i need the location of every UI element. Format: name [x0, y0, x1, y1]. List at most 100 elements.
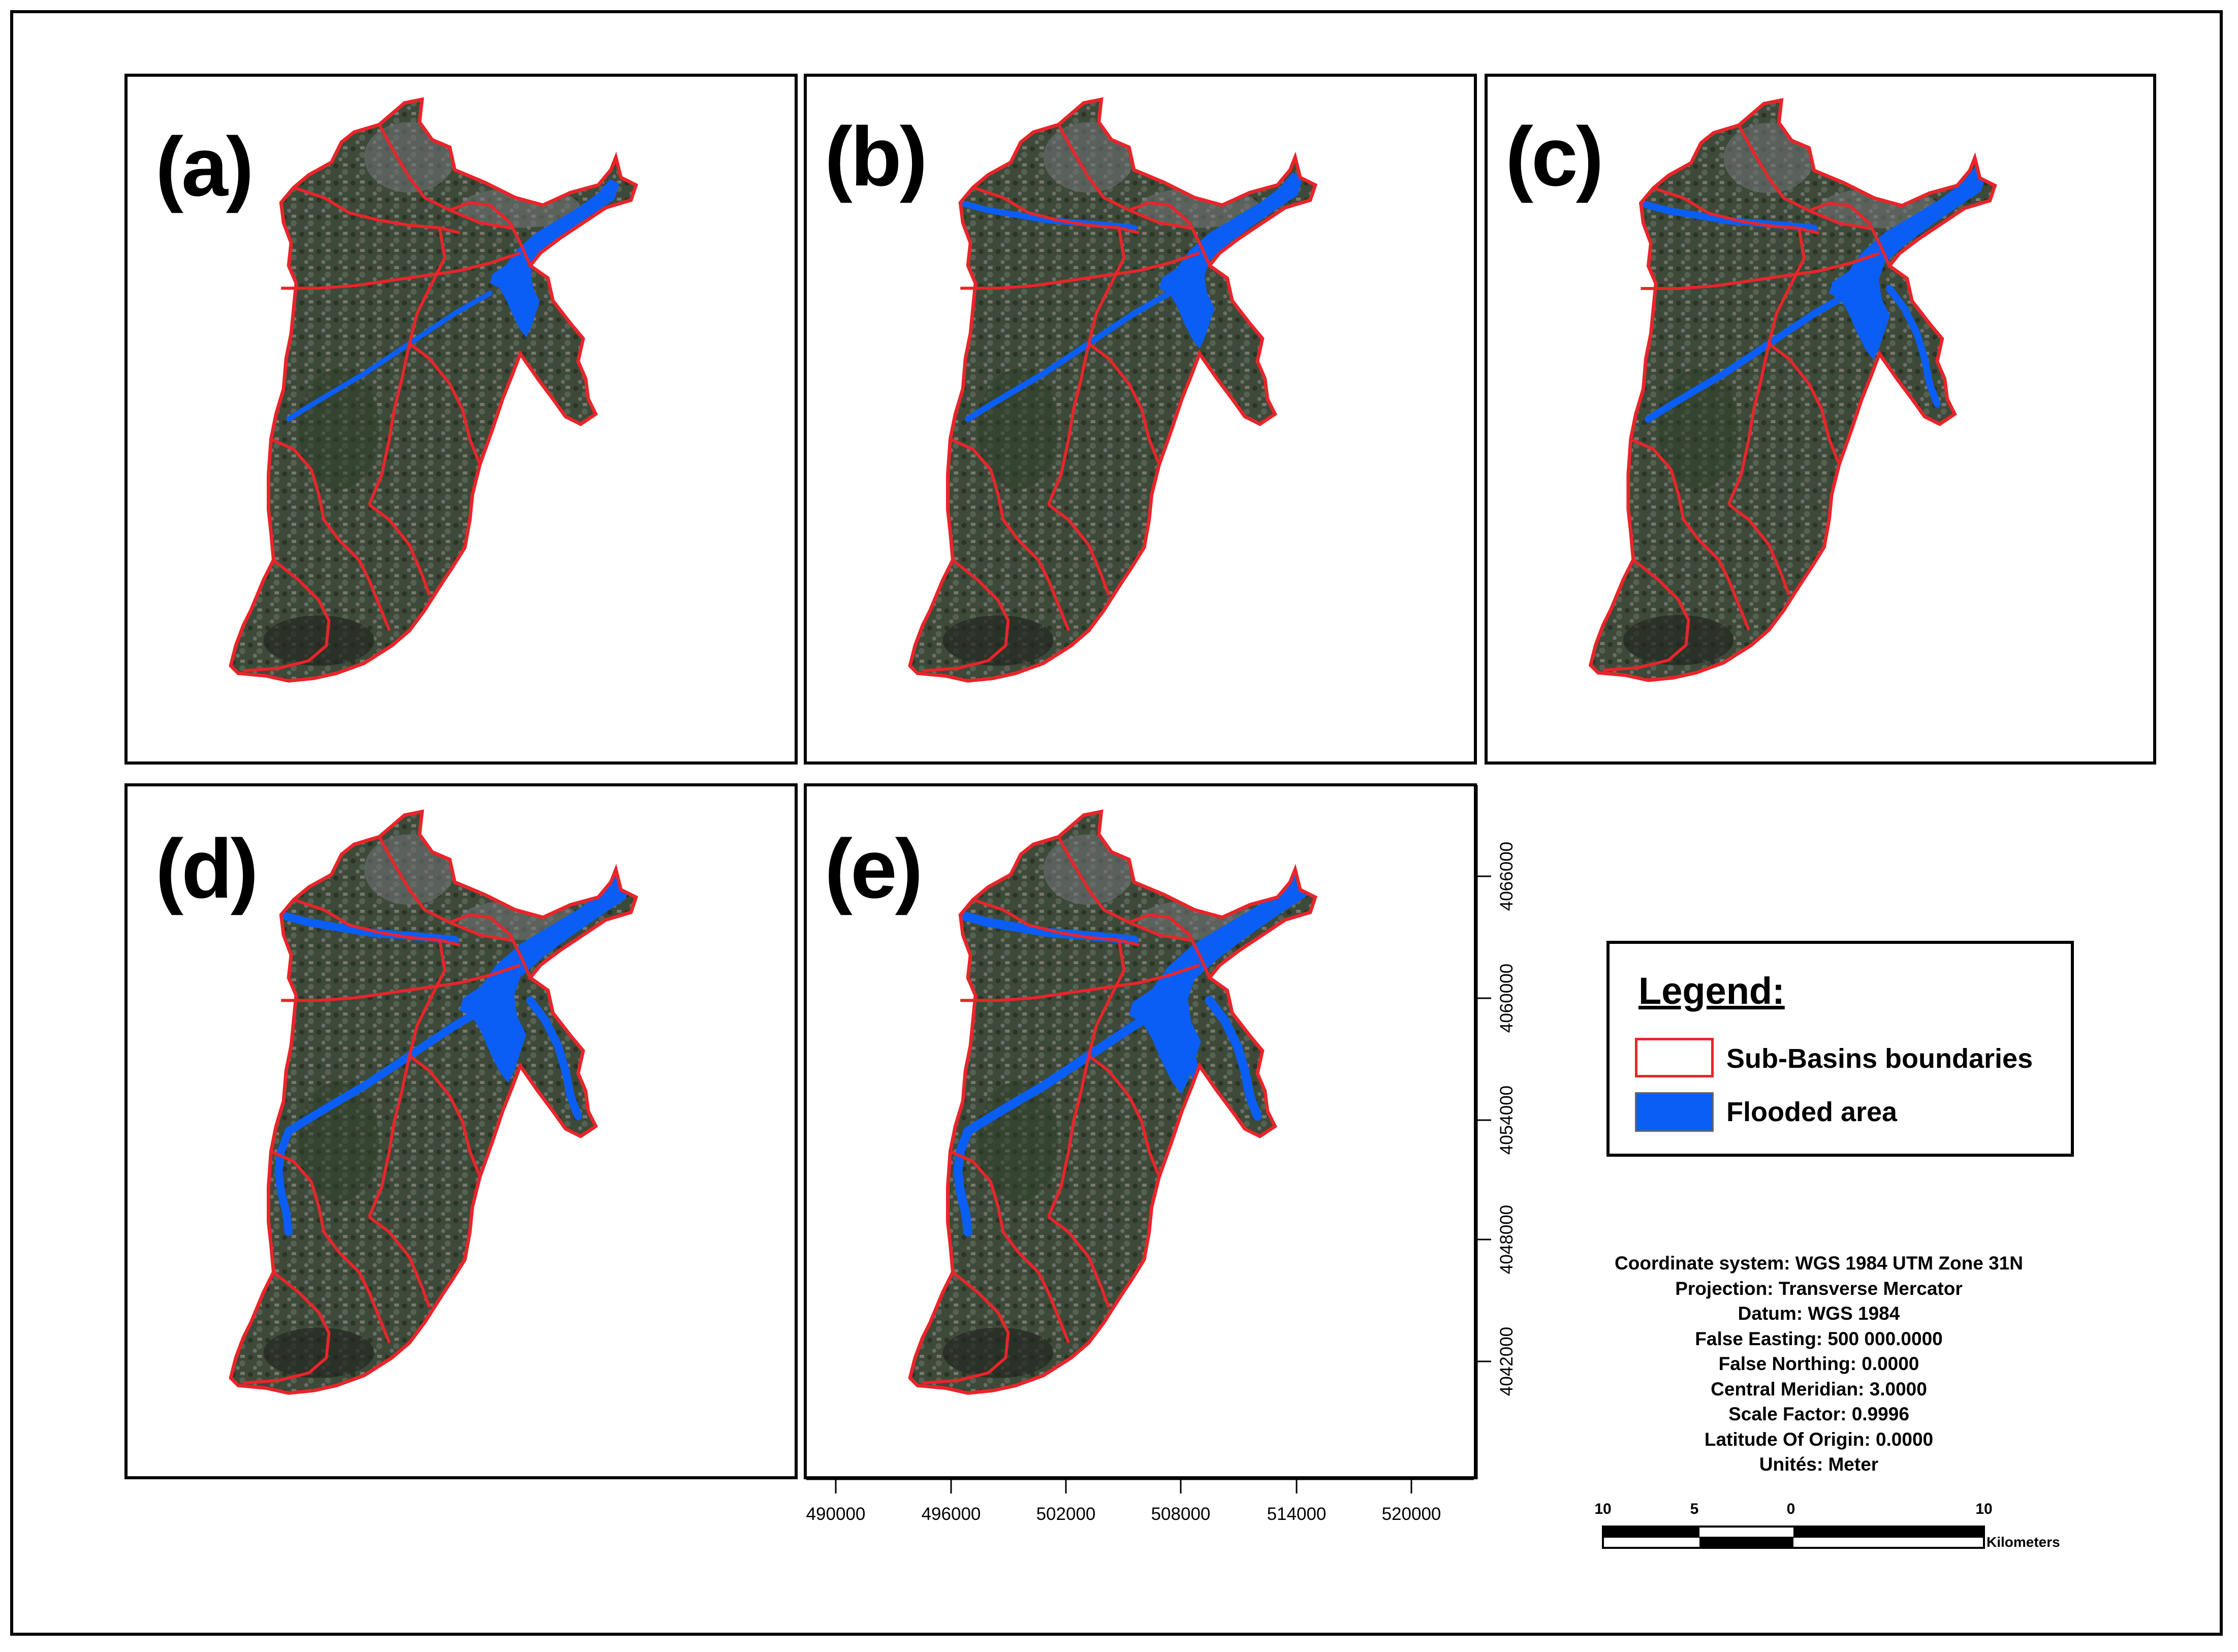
flood-branch [1205, 996, 1262, 1121]
basin-map [908, 809, 1318, 1395]
basin-outline [229, 809, 639, 1395]
scale-bar: 10 5 0 10 Kilometers [1594, 1501, 2060, 1550]
flood-branch [285, 1001, 494, 1135]
sub-basin-boundary [1630, 437, 1720, 561]
sub-basin-boundary [281, 251, 521, 290]
sub-basin-boundary [950, 437, 1039, 561]
sub-basin-boundary [1047, 939, 1126, 1218]
flood-branch [286, 291, 493, 422]
sub-basin-boundary [358, 1272, 391, 1344]
panel-label: (b) [825, 110, 928, 203]
legend-item-label: Flooded area [1726, 1097, 1898, 1127]
info-line: Unités: Meter [1759, 1454, 1879, 1475]
flood-branch [953, 1127, 973, 1237]
flood-branch [963, 1001, 1174, 1136]
flood-branch [277, 910, 459, 944]
info-line: Projection: Transverse Mercator [1675, 1278, 1963, 1299]
map-panel-a: (a) [124, 74, 798, 765]
sub-basin-boundary [367, 227, 447, 505]
info-line: False Northing: 0.0000 [1718, 1353, 1919, 1374]
flooded-area [1637, 166, 1987, 423]
sub-basin-boundary [1047, 227, 1126, 505]
sub-basin-boundary [950, 1150, 1039, 1274]
projection-info: Coordinate system: WGS 1984 UTM Zone 31N… [1565, 1251, 2073, 1477]
sub-basin-boundary [1088, 342, 1161, 465]
panel-label: (a) [155, 120, 254, 213]
sub-basin-boundary [1808, 201, 1891, 267]
forest-area [942, 615, 1054, 666]
sub-basin-boundary [1047, 503, 1111, 596]
flood-main-channel [1159, 172, 1303, 349]
basin-outline [908, 809, 1318, 1395]
map-panel-b: (b) [804, 74, 1477, 765]
basin-map [908, 97, 1318, 683]
flood-main-channel [490, 179, 619, 338]
sub-basin-boundary [1727, 228, 1806, 505]
sub-basin-boundary [922, 559, 1010, 673]
sub-basin-boundary [281, 964, 521, 1002]
sub-basin-boundary [1128, 913, 1211, 978]
forest-area [263, 1327, 374, 1378]
flood-main-channel [1129, 865, 1315, 1094]
sub-basin-boundary [270, 1150, 360, 1274]
sub-basin-boundary [1037, 1272, 1070, 1344]
info-line: Datum: WGS 1984 [1738, 1303, 1900, 1324]
sub-basin-boundary [367, 939, 447, 1218]
sub-basin-boundary [1603, 558, 1690, 672]
boundary-swatch [1635, 1038, 1714, 1077]
sub-basin-boundary [1047, 1216, 1111, 1308]
info-line: False Easting: 500 000.0000 [1695, 1328, 1943, 1349]
sub-basin-boundary [377, 836, 511, 942]
sub-basin-boundary [368, 1216, 431, 1308]
sub-basin-boundary [1768, 342, 1841, 465]
flood-branch [957, 199, 1138, 231]
map-panel-c: (c) [1485, 74, 2156, 765]
forest-area [263, 615, 374, 666]
sub-basin-boundary [1737, 124, 1870, 230]
forest-area [942, 1327, 1054, 1378]
x-tick-label: 514000 [1267, 1504, 1327, 1524]
sub-basin-boundary [1057, 836, 1190, 942]
panel-label: (e) [825, 822, 923, 915]
flood-branch [526, 996, 582, 1121]
sub-basin-boundary [960, 964, 1200, 1002]
flood-branch [956, 910, 1139, 945]
sub-basin-boundary [449, 913, 532, 978]
forest-area [1623, 615, 1734, 665]
scale-unit: Kilometers [1987, 1534, 2060, 1550]
scale-label: 10 [1594, 1501, 1611, 1517]
legend-title: Legend: [1638, 970, 1785, 1012]
sub-basin-boundary [358, 559, 391, 631]
sub-basin-boundary [1037, 559, 1070, 631]
basin-map [229, 809, 639, 1395]
x-tick-label: 502000 [1036, 1504, 1096, 1524]
flooded-area [286, 179, 619, 422]
y-tick-label: 4042000 [1497, 1327, 1517, 1396]
sub-basin-boundary [449, 201, 532, 266]
sub-basin-boundary [243, 559, 331, 673]
flooded-area [957, 172, 1303, 422]
scale-label: 5 [1690, 1501, 1699, 1517]
basin-map [1588, 98, 1997, 682]
sub-basin-boundary [1727, 503, 1790, 596]
flood-branch [1645, 290, 1853, 423]
sub-basin-boundary [368, 503, 431, 596]
panel-label: (c) [1505, 110, 1604, 203]
panel-label: (d) [155, 822, 259, 915]
sub-basin-boundary [1641, 251, 1880, 290]
legend-item-label: Sub-Basins boundaries [1726, 1043, 2033, 1074]
sub-basin-boundary [922, 1271, 1010, 1385]
y-tick-label: 4048000 [1497, 1205, 1517, 1274]
x-tick-label: 490000 [806, 1504, 866, 1524]
sub-basin-boundary [1717, 559, 1750, 631]
flood-swatch [1635, 1092, 1714, 1132]
flood-branch [274, 1127, 293, 1236]
basin-outline [229, 97, 639, 683]
y-tick-label: 4066000 [1497, 842, 1517, 911]
info-line: Central Meridian: 3.0000 [1711, 1378, 1927, 1400]
basin-outline [1588, 98, 1997, 682]
scale-bar-segments [1602, 1526, 1985, 1549]
y-tick-label: 4054000 [1497, 1086, 1517, 1155]
flood-branch [965, 290, 1173, 422]
flood-branch [1886, 285, 1941, 408]
